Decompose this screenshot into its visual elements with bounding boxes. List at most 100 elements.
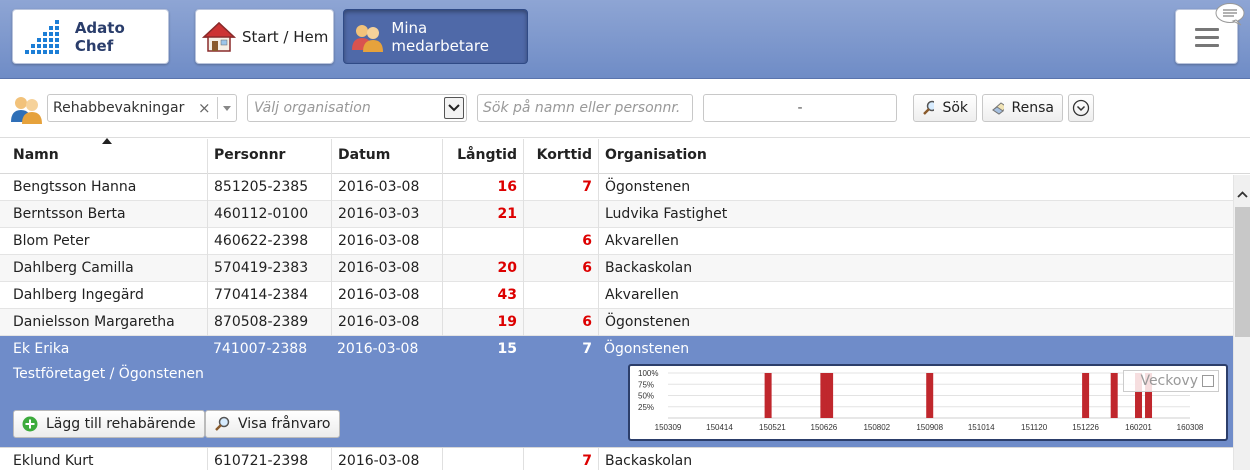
- cell-short-term: 7: [523, 448, 598, 470]
- people-icon: [11, 97, 42, 124]
- y-tick-label: 50%: [638, 392, 654, 401]
- chart-bar: [826, 373, 834, 418]
- x-tick-label: 151014: [968, 423, 995, 432]
- employee-list: Bengtsson Hanna 851205-2385 2016-03-08 1…: [0, 174, 1233, 336]
- date-range-input[interactable]: -: [703, 94, 897, 122]
- cell-long-term: [442, 448, 523, 470]
- search-input[interactable]: Sök på namn eller personnr.: [477, 94, 693, 122]
- x-tick-label: 150309: [655, 423, 682, 432]
- y-tick-label: 75%: [638, 380, 654, 389]
- logo-label: Adato Chef: [74, 18, 125, 55]
- chevron-down-icon[interactable]: [444, 97, 464, 119]
- cell-long-term: 20: [442, 255, 523, 282]
- vertical-scrollbar[interactable]: [1233, 175, 1250, 470]
- cell-long-term: 19: [442, 309, 523, 336]
- table-row[interactable]: Dahlberg Ingegärd 770414-2384 2016-03-08…: [0, 282, 1233, 309]
- cell-short-term: [523, 201, 598, 228]
- logo-button[interactable]: Adato Chef: [12, 9, 169, 64]
- clear-button[interactable]: Rensa: [982, 94, 1063, 122]
- hamburger-line: [1195, 36, 1219, 39]
- cell-long-term: 21: [442, 201, 523, 228]
- cell-personnr: 610721-2398: [207, 448, 331, 470]
- x-tick-label: 150414: [706, 423, 733, 432]
- cell-personnr: 870508-2389: [207, 309, 331, 336]
- chevron-down-icon[interactable]: [223, 106, 231, 111]
- scroll-up-icon[interactable]: [1234, 187, 1250, 203]
- cell-organisation: Akvarellen: [598, 228, 1198, 255]
- cell-organisation: Ögonstenen: [598, 174, 1198, 201]
- cell-name: Ek Erika: [13, 341, 70, 357]
- cell-short-term: 7: [582, 341, 592, 357]
- cell-short-term: 6: [523, 309, 598, 336]
- cell-date: 2016-03-08: [331, 282, 442, 309]
- cell-short-term: 7: [523, 174, 598, 201]
- clear-button-label: Rensa: [1011, 100, 1054, 116]
- cell-name: Danielsson Margaretha: [13, 314, 175, 330]
- show-absence-button[interactable]: Visa frånvaro: [205, 410, 340, 438]
- clear-filter-icon[interactable]: ×: [198, 99, 211, 117]
- cell-name: Dahlberg Ingegärd: [13, 287, 144, 303]
- show-absence-label: Visa frånvaro: [238, 416, 331, 432]
- cell-name: Eklund Kurt: [13, 453, 94, 469]
- cell-date: 2016-03-08: [331, 448, 442, 470]
- column-header-long-term[interactable]: Långtid: [442, 139, 523, 174]
- chart-bar: [926, 373, 934, 418]
- cell-date: 2016-03-08: [331, 228, 442, 255]
- x-tick-label: 160308: [1177, 423, 1204, 432]
- column-header-date[interactable]: Datum: [331, 139, 442, 174]
- cell-long-term: 16: [442, 174, 523, 201]
- chat-bubble-icon[interactable]: [1214, 2, 1246, 26]
- house-icon: [202, 21, 236, 52]
- cell-date: 2016-03-08: [331, 174, 442, 201]
- cell-date: 2016-03-08: [331, 309, 442, 336]
- column-header-name[interactable]: Namn: [13, 147, 59, 163]
- start-label: Start / Hem: [242, 27, 329, 46]
- staff-button[interactable]: Mina medarbetare: [343, 9, 528, 64]
- table-row[interactable]: Eklund Kurt 610721-2398 2016-03-08 7 Bac…: [0, 447, 1233, 470]
- watch-type-select[interactable]: Rehabbevakningar ×: [47, 94, 237, 122]
- table-row[interactable]: Berntsson Berta 460112-0100 2016-03-03 2…: [0, 201, 1233, 228]
- cell-organisation: Ludvika Fastighet: [598, 201, 1198, 228]
- sort-ascending-icon: [102, 138, 112, 144]
- search-placeholder: Sök på namn eller personnr.: [483, 100, 681, 116]
- organisation-select[interactable]: Välj organisation: [247, 94, 467, 122]
- start-button[interactable]: Start / Hem: [195, 9, 334, 64]
- organisation-placeholder: Välj organisation: [254, 100, 371, 116]
- cell-date: 2016-03-08: [337, 341, 419, 357]
- x-tick-label: 150521: [759, 423, 786, 432]
- cell-personnr: 851205-2385: [207, 174, 331, 201]
- table-row[interactable]: Danielsson Margaretha 870508-2389 2016-0…: [0, 309, 1233, 336]
- search-button[interactable]: Sök: [913, 94, 977, 122]
- date-range-separator: -: [797, 100, 803, 116]
- cell-organisation: Backaskolan: [598, 255, 1198, 282]
- cell-short-term: [523, 282, 598, 309]
- cell-name: Bengtsson Hanna: [13, 179, 137, 195]
- hamburger-line: [1195, 44, 1219, 47]
- weekly-view-checkbox[interactable]: [1202, 375, 1214, 387]
- cell-personnr: 460622-2398: [207, 228, 331, 255]
- eraser-icon: [992, 102, 1004, 115]
- absence-chart: 100% 75% 50% 25% 150309 150414 150521 150626 150…: [628, 364, 1228, 441]
- people-icon: [352, 24, 383, 52]
- table-row[interactable]: Dahlberg Camilla 570419-2383 2016-03-08 …: [0, 255, 1233, 282]
- company-path: Testföretaget / Ögonstenen: [13, 366, 204, 382]
- cell-date: 2016-03-08: [331, 255, 442, 282]
- cell-organisation: Ögonstenen: [598, 309, 1198, 336]
- table-header: Namn Personnr Datum Långtid Korttid Orga…: [0, 139, 1250, 174]
- cell-date: 2016-03-03: [331, 201, 442, 228]
- column-header-personnr[interactable]: Personnr: [207, 139, 331, 174]
- x-tick-label: 151226: [1072, 423, 1099, 432]
- selected-row[interactable]: Ek Erika 741007-2388 2016-03-08 15 7 Ögo…: [0, 336, 1233, 447]
- expand-options-button[interactable]: [1068, 94, 1094, 122]
- table-row[interactable]: Bengtsson Hanna 851205-2385 2016-03-08 1…: [0, 174, 1233, 201]
- cell-short-term: 6: [523, 228, 598, 255]
- cell-long-term: 43: [442, 282, 523, 309]
- table-row[interactable]: Blom Peter 460622-2398 2016-03-08 6 Akva…: [0, 228, 1233, 255]
- column-header-short-term[interactable]: Korttid: [523, 139, 598, 174]
- add-rehab-case-button[interactable]: Lägg till rehabärende: [13, 410, 205, 438]
- scrollbar-thumb[interactable]: [1235, 207, 1250, 337]
- chart-bar: [820, 373, 828, 418]
- cell-long-term: [442, 228, 523, 255]
- column-header-organisation[interactable]: Organisation: [598, 139, 998, 174]
- weekly-view-toggle[interactable]: Veckovy: [1123, 370, 1219, 392]
